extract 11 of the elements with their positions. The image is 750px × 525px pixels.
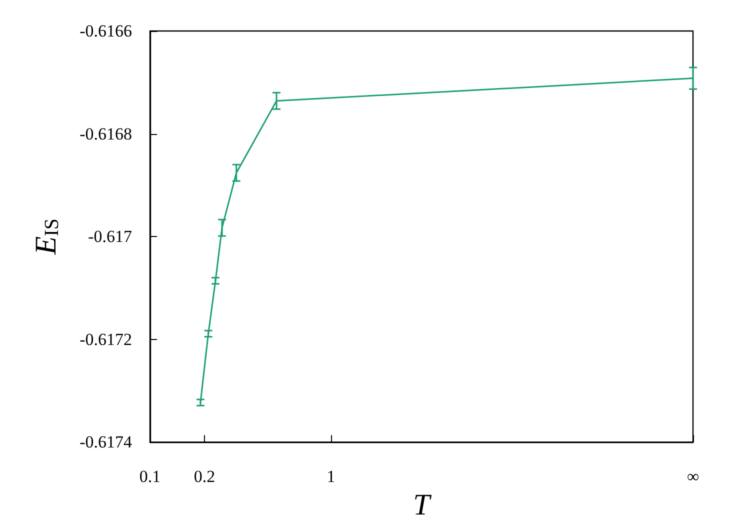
y-tick-label: -0.6172 bbox=[80, 330, 132, 349]
x-tick-label: 0.1 bbox=[139, 467, 161, 486]
y-tick-label: -0.617 bbox=[88, 227, 132, 246]
y-tick-label: -0.6168 bbox=[80, 124, 132, 144]
y-axis-title: EIS bbox=[30, 218, 63, 256]
y-tick-label: -0.6166 bbox=[80, 22, 132, 40]
x-tick-label: 1 bbox=[326, 467, 336, 486]
x-tick-label: ∞ bbox=[686, 467, 700, 486]
x-axis-title: T bbox=[413, 488, 432, 522]
x-tick-label: 0.2 bbox=[194, 467, 216, 486]
y-tick-label: -0.6174 bbox=[80, 432, 132, 452]
